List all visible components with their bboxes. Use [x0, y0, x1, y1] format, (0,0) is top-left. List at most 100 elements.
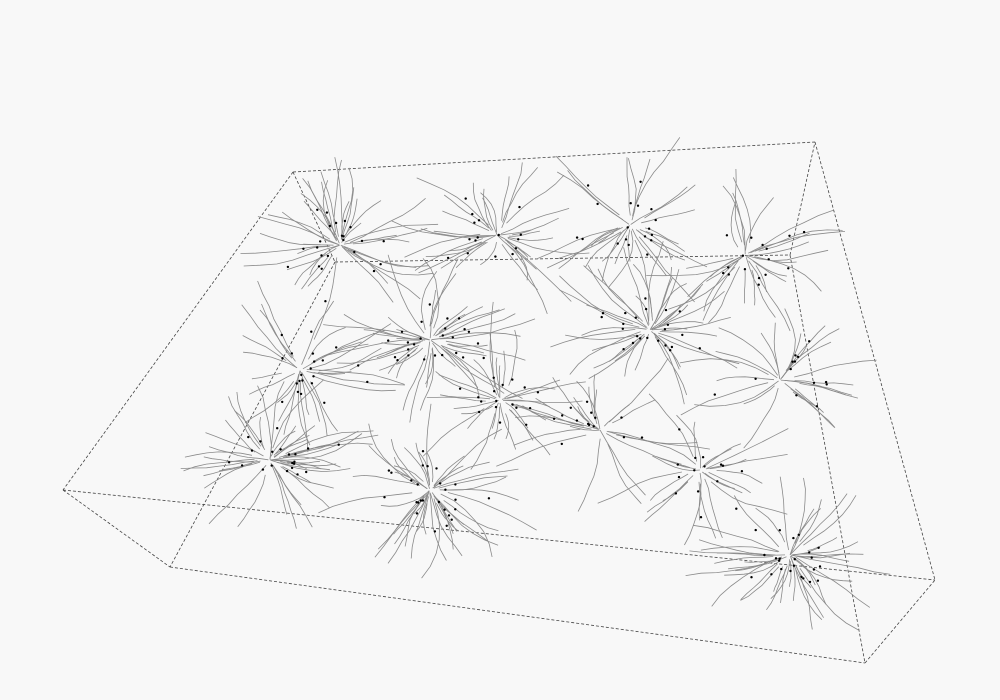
- trail: [653, 321, 704, 330]
- trail: [795, 565, 813, 630]
- trail: [205, 432, 264, 457]
- trail: [285, 430, 374, 454]
- trail: [557, 231, 622, 259]
- trail: [755, 265, 767, 293]
- particle: [757, 283, 760, 286]
- trail: [496, 434, 587, 467]
- particle: [471, 212, 474, 216]
- trail: [708, 472, 751, 494]
- trail: [692, 524, 780, 552]
- trail: [271, 433, 363, 461]
- particle: [285, 469, 289, 473]
- box-edge: [62, 489, 936, 581]
- particle: [757, 276, 761, 280]
- trail: [597, 471, 682, 504]
- particle: [664, 344, 667, 347]
- trail: [507, 381, 586, 399]
- trail: [651, 331, 681, 368]
- particle: [310, 330, 313, 333]
- trail: [314, 343, 369, 362]
- particle: [650, 239, 653, 242]
- particle: [528, 407, 532, 410]
- particle: [590, 411, 593, 414]
- trail: [789, 560, 792, 587]
- particle: [477, 219, 481, 222]
- particle: [433, 354, 437, 357]
- trail: [634, 333, 649, 371]
- particle: [792, 564, 796, 567]
- trail: [773, 322, 781, 380]
- particle: [670, 345, 674, 349]
- trail: [601, 226, 630, 262]
- trail: [799, 499, 822, 542]
- particle: [310, 382, 314, 385]
- particle: [678, 310, 681, 313]
- trail: [438, 502, 458, 532]
- trail: [431, 332, 521, 341]
- particle: [650, 208, 653, 211]
- trail: [415, 442, 430, 486]
- trail: [306, 369, 405, 385]
- particle: [292, 462, 296, 465]
- trail: [480, 242, 497, 266]
- trail: [501, 350, 506, 389]
- trail: [790, 555, 816, 586]
- particle: [416, 483, 419, 486]
- particle: [337, 443, 340, 446]
- particle: [663, 328, 667, 331]
- trail: [301, 371, 328, 436]
- trail: [612, 399, 656, 424]
- trail: [391, 220, 488, 238]
- trail: [204, 463, 253, 489]
- trail: [482, 197, 498, 235]
- trail: [340, 244, 429, 268]
- particle: [810, 556, 813, 559]
- trail: [500, 208, 570, 235]
- particle: [640, 436, 644, 439]
- trail: [301, 300, 335, 365]
- trail: [581, 327, 647, 336]
- trail: [341, 246, 394, 303]
- particle: [281, 400, 284, 404]
- particle: [312, 375, 315, 378]
- particle: [627, 243, 630, 247]
- particle: [259, 440, 262, 443]
- particle: [444, 327, 447, 330]
- particle: [741, 254, 745, 257]
- trail: [707, 428, 789, 469]
- trail: [496, 234, 537, 270]
- trail: [435, 371, 496, 400]
- trail: [748, 241, 809, 256]
- trail: [716, 376, 775, 382]
- trail: [599, 429, 646, 496]
- trail: [431, 258, 459, 325]
- trail: [732, 192, 745, 246]
- trail: [313, 257, 338, 340]
- trail: [573, 397, 600, 430]
- particle: [761, 243, 764, 247]
- trail: [341, 222, 362, 243]
- box-edge: [334, 254, 791, 263]
- trail: [499, 402, 517, 450]
- trail: [686, 257, 734, 269]
- particle: [511, 403, 514, 406]
- trail: [242, 335, 287, 362]
- particle: [808, 551, 811, 554]
- trail: [734, 168, 743, 243]
- particle: [464, 197, 467, 200]
- particle: [435, 467, 438, 470]
- trail: [203, 461, 261, 477]
- trail: [724, 560, 780, 576]
- trail: [404, 447, 430, 489]
- box-edge: [292, 171, 336, 263]
- particle: [620, 416, 623, 419]
- trail: [443, 500, 499, 532]
- trail: [799, 383, 847, 396]
- particle: [586, 184, 590, 187]
- trail: [515, 415, 599, 430]
- trail: [586, 304, 648, 329]
- trail: [493, 406, 500, 440]
- trail: [633, 137, 681, 210]
- trail: [439, 476, 507, 491]
